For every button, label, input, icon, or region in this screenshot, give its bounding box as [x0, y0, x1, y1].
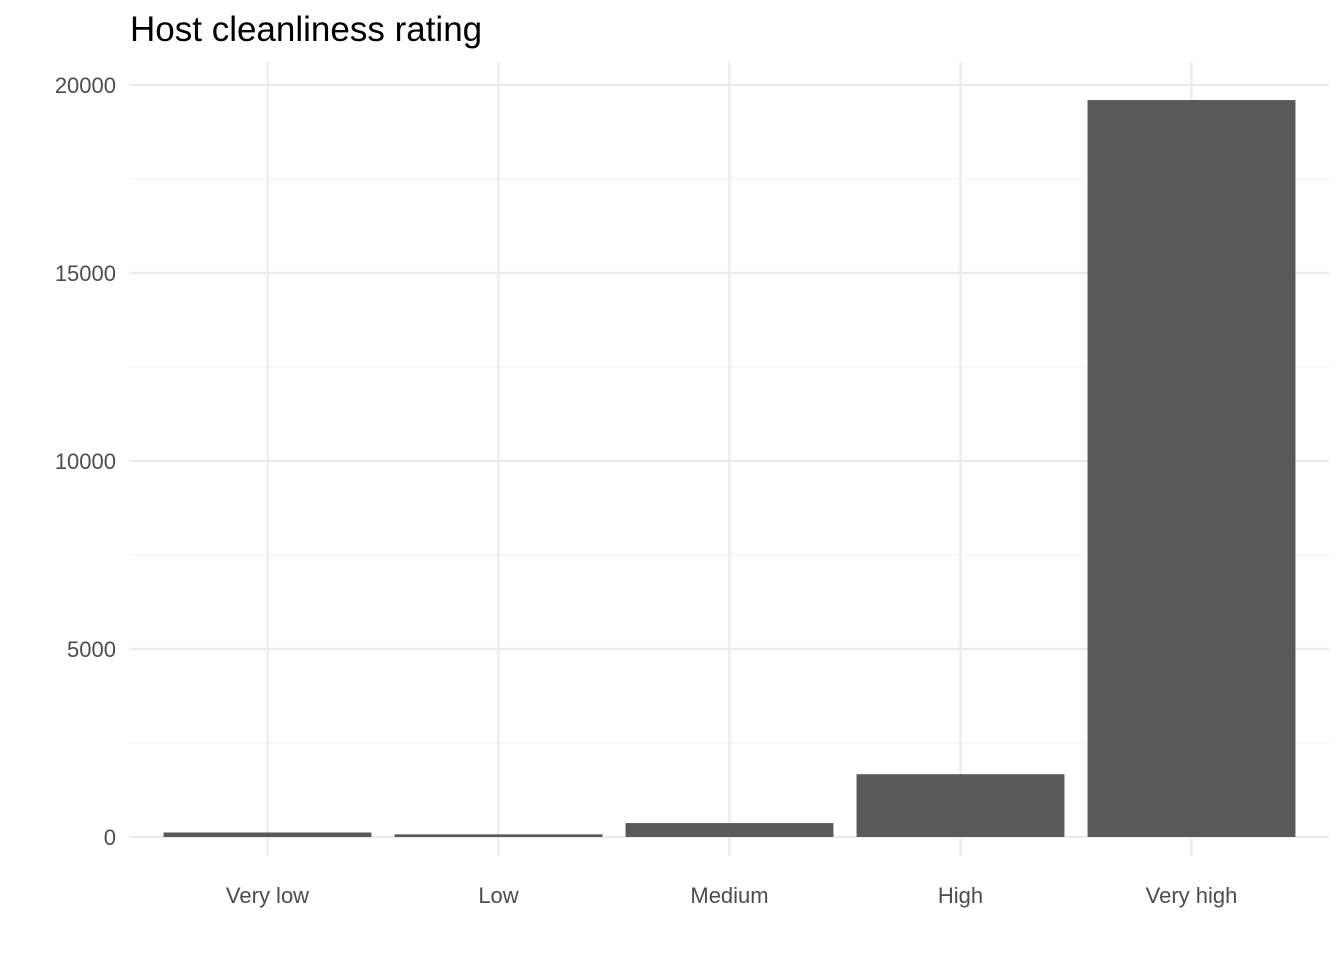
y-tick-label: 10000 — [55, 449, 116, 474]
bar-medium — [625, 823, 834, 837]
bar-very-high — [1087, 100, 1296, 838]
bar-very-low — [163, 832, 372, 837]
bars — [163, 100, 1296, 838]
y-tick-label: 15000 — [55, 261, 116, 286]
y-axis-tick-labels: 0 5000 10000 15000 20000 — [55, 73, 116, 850]
x-axis-tick-labels: Very low Low Medium High Very high — [226, 883, 1237, 908]
y-tick-label: 0 — [104, 825, 116, 850]
x-tick-label: Very high — [1146, 883, 1238, 908]
x-tick-label: Low — [478, 883, 518, 908]
x-tick-label: Very low — [226, 883, 309, 908]
x-tick-label: High — [938, 883, 983, 908]
y-tick-label: 20000 — [55, 73, 116, 98]
bar-high — [856, 774, 1065, 837]
x-tick-label: Medium — [690, 883, 768, 908]
y-tick-label: 5000 — [67, 637, 116, 662]
chart-title: Host cleanliness rating — [130, 10, 482, 49]
bar-low — [394, 834, 603, 837]
